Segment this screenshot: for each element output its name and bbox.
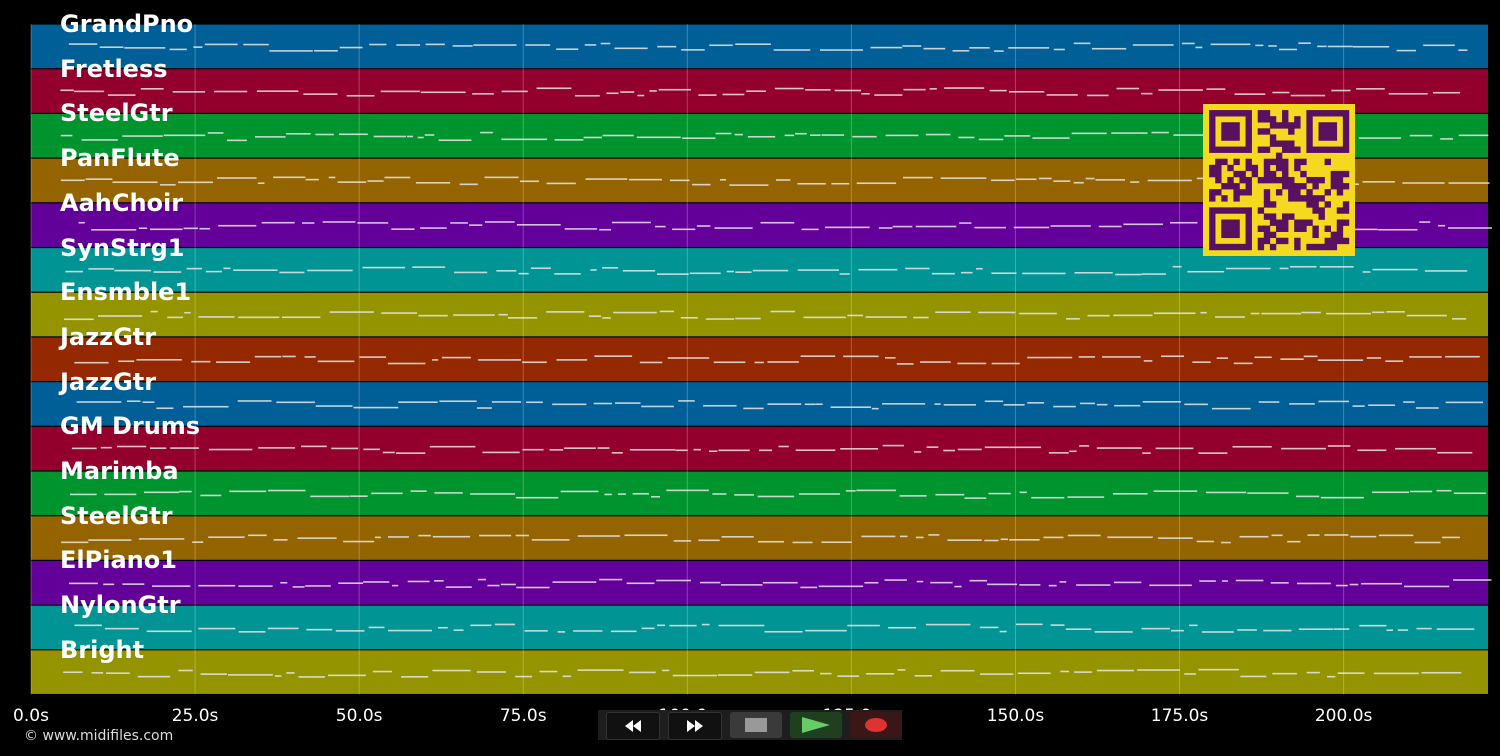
track-label: GrandPno: [60, 10, 194, 38]
track-band: [31, 516, 1488, 560]
track-label: AahChoir: [60, 188, 184, 217]
record-icon: [865, 718, 887, 732]
time-tick-label: 175.0s: [1150, 706, 1209, 726]
rewind-icon: [625, 720, 641, 732]
track-label: Fretless: [60, 54, 168, 83]
track-label: JazzGtr: [60, 367, 157, 396]
track-label: Bright: [60, 635, 145, 664]
fast-forward-icon: [687, 720, 703, 732]
track-band: [31, 605, 1488, 650]
track-label: PanFlute: [60, 144, 180, 173]
track-band: [31, 337, 1488, 381]
qr-code: [1203, 104, 1355, 256]
track-label: SteelGtr: [60, 99, 173, 128]
time-tick-label: 150.0s: [986, 706, 1045, 726]
track-band: [31, 292, 1488, 337]
time-tick-label: 75.0s: [499, 706, 547, 726]
track-band: [31, 24, 1488, 69]
time-tick-label: 25.0s: [171, 706, 219, 726]
track-label: Marimba: [60, 457, 179, 485]
time-tick-label: 50.0s: [335, 706, 383, 726]
transport-bar: [598, 710, 902, 740]
play-button[interactable]: [790, 712, 842, 738]
rewind-button[interactable]: [606, 712, 660, 740]
track-label: Ensmble1: [60, 278, 192, 307]
track-band: [31, 471, 1488, 516]
track-band: [31, 382, 1488, 426]
note-traces: [60, 42, 1493, 678]
track-label: NylonGtr: [60, 591, 181, 620]
track-label: SynStrg1: [60, 233, 185, 262]
time-tick-label: 0.0s: [13, 706, 49, 726]
track-band: [31, 426, 1488, 471]
track-label: GM Drums: [60, 412, 201, 441]
stop-icon: [745, 718, 767, 732]
copyright-text: © www.midifiles.com: [24, 728, 174, 744]
track-label: ElPiano1: [60, 546, 177, 575]
track-label: SteelGtr: [60, 501, 173, 530]
fast-forward-button[interactable]: [668, 712, 722, 740]
play-icon: [802, 717, 830, 733]
record-button[interactable]: [850, 712, 902, 738]
stop-button[interactable]: [730, 712, 782, 738]
track-band: [31, 561, 1488, 605]
time-tick-label: 200.0s: [1314, 706, 1373, 726]
track-label: JazzGtr: [60, 322, 157, 351]
